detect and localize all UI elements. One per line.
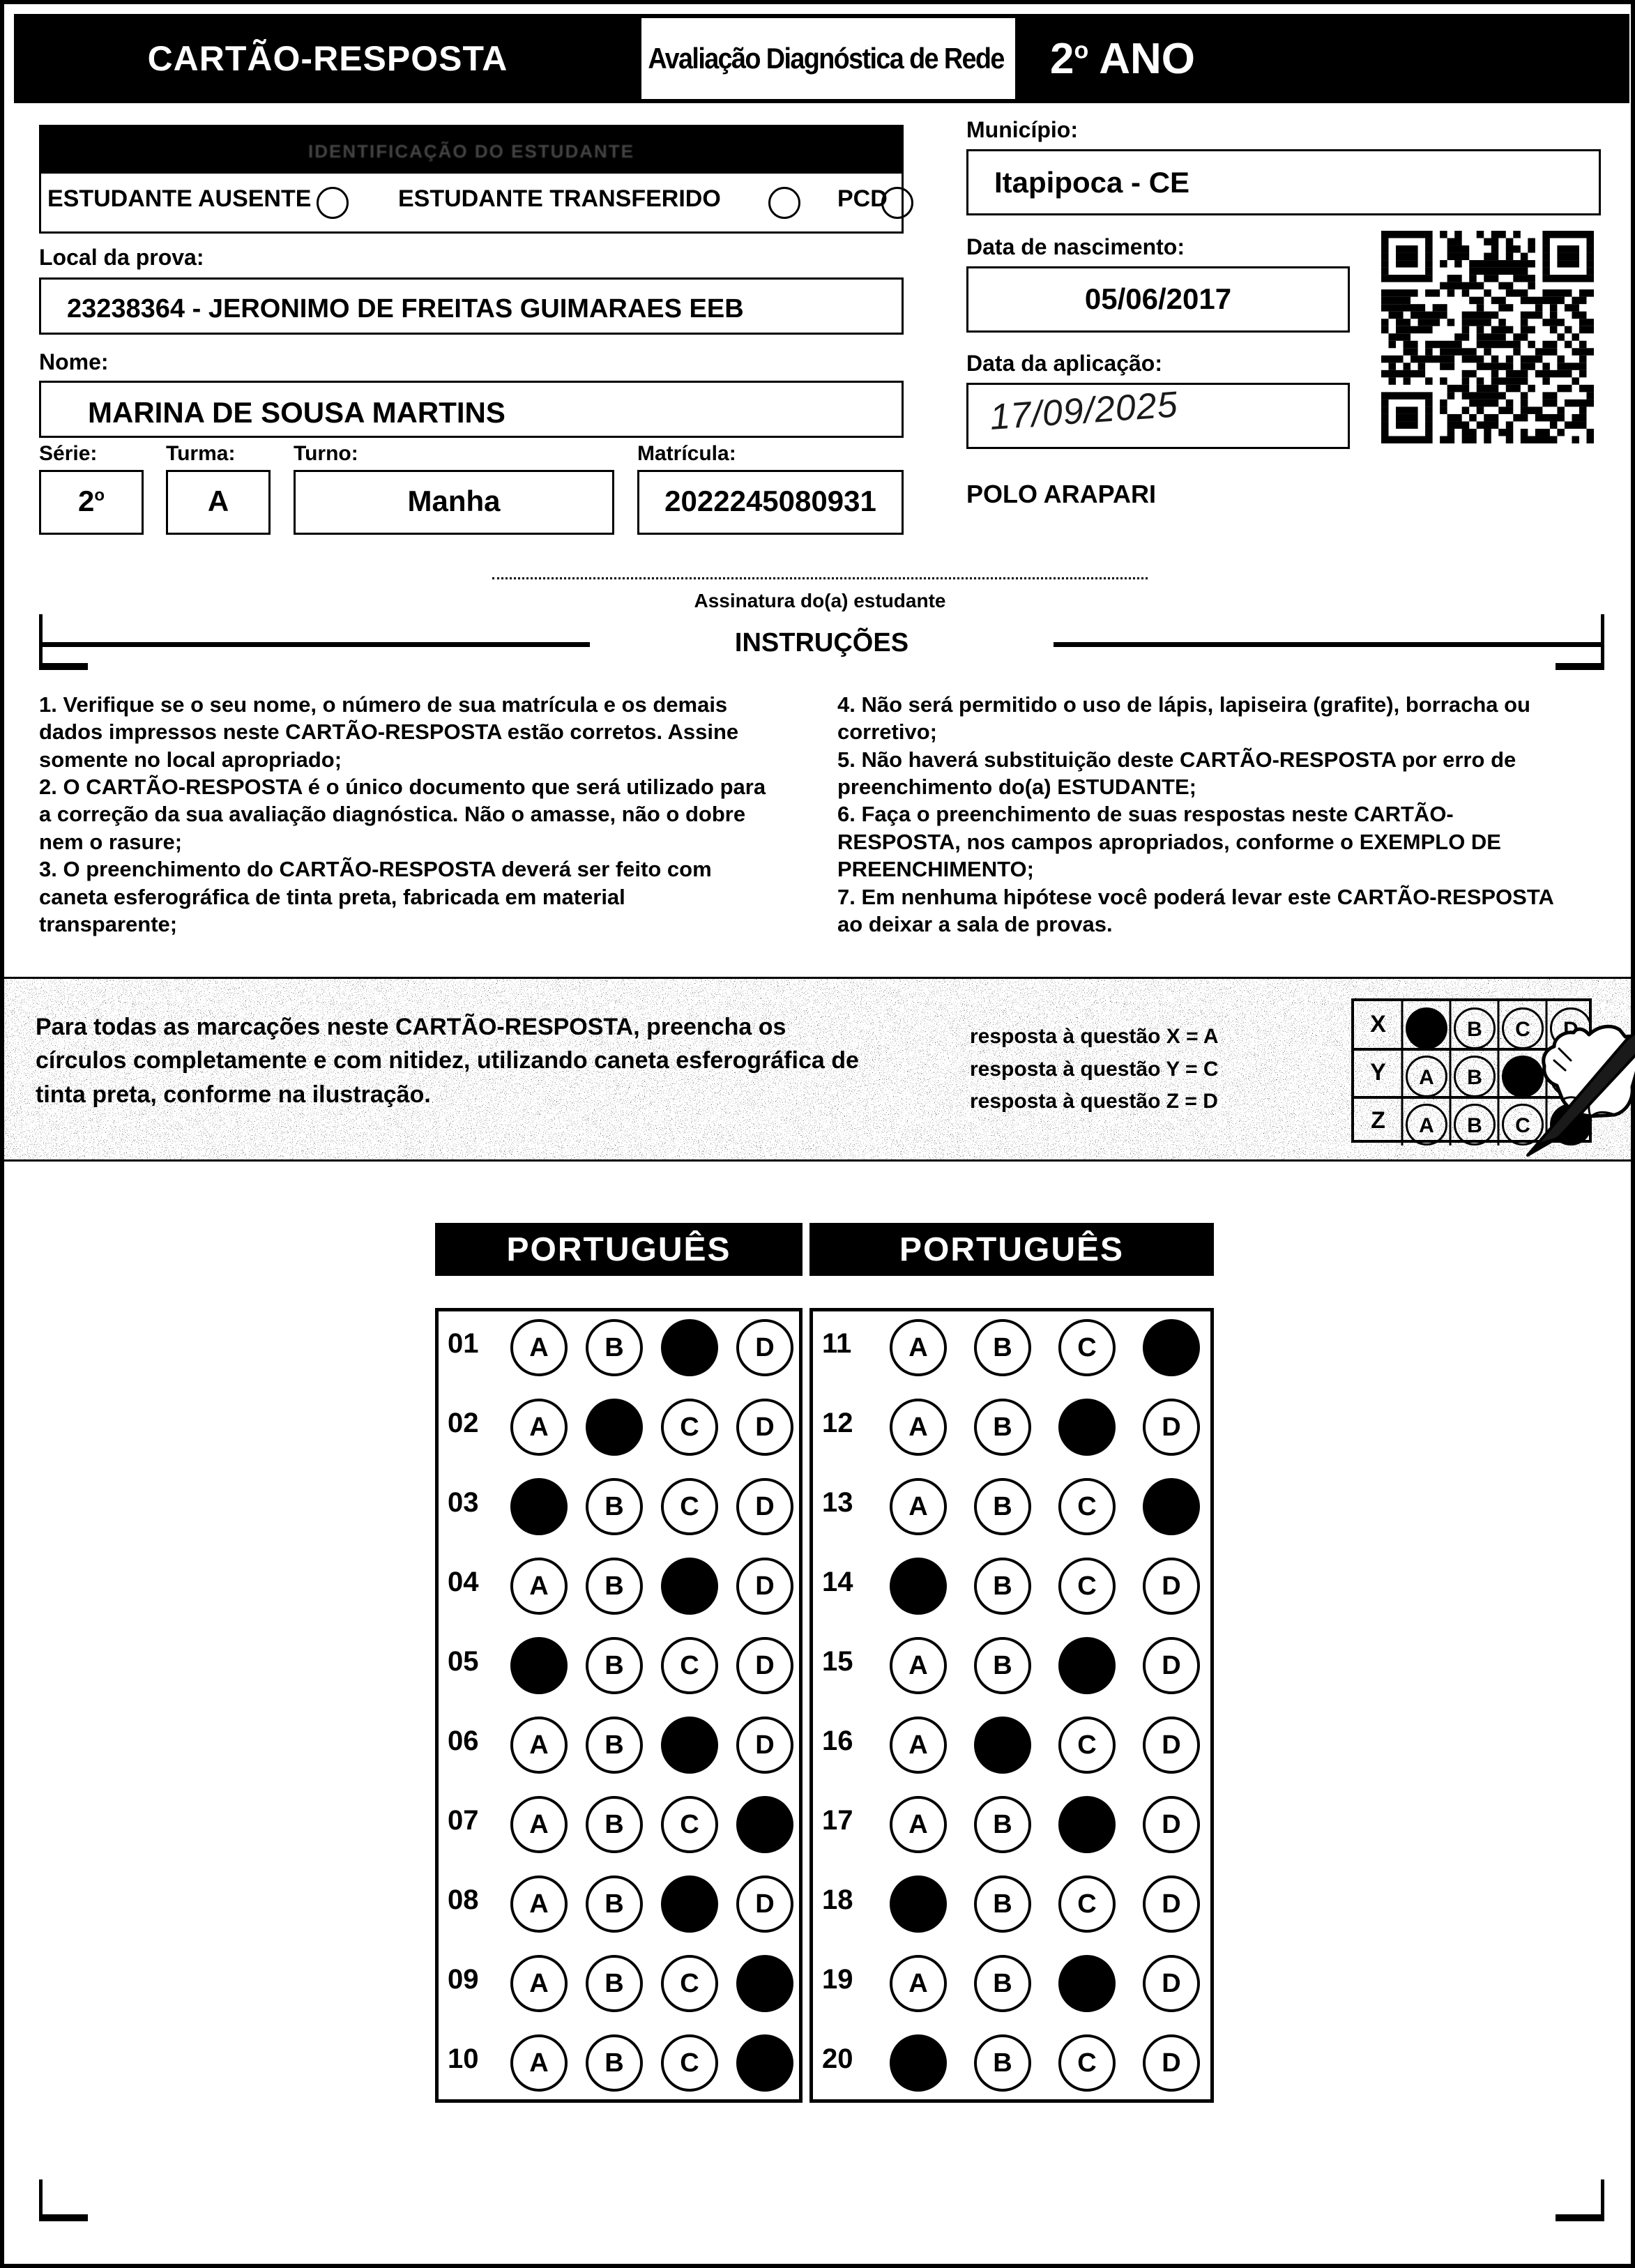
svg-text:17/09/2025: 17/09/2025 [991,386,1180,438]
